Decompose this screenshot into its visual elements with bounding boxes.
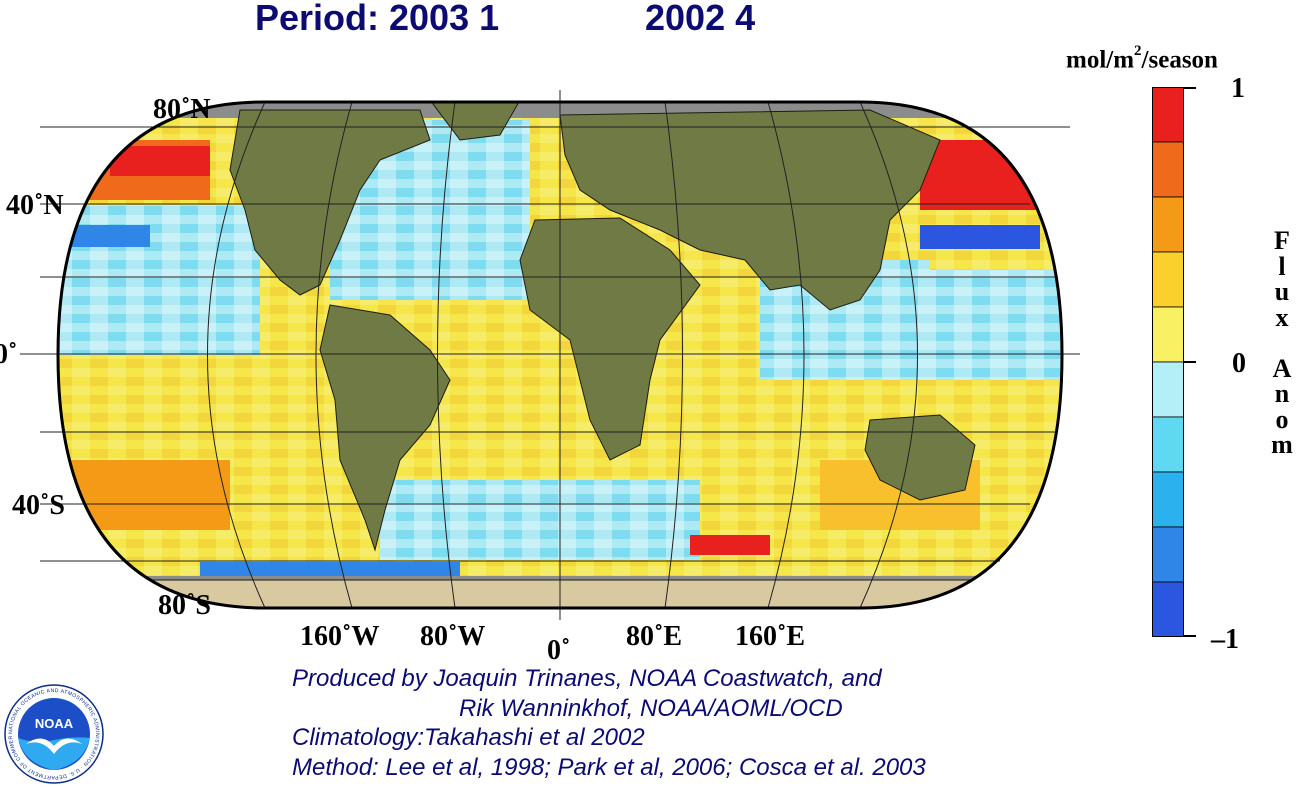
- north-america: [229, 109, 431, 296]
- colorbar-title-letter: A: [1272, 353, 1292, 383]
- cold-band-southern-ocean: [200, 562, 460, 576]
- colorbar-mid-label: 0: [1232, 348, 1246, 379]
- period-label: Period: 2003 1: [255, 0, 500, 38]
- colorbar-swatch: [1152, 196, 1184, 253]
- colorbar-swatch: [1152, 526, 1184, 583]
- credits-line-1: Produced by Joaquin Trinanes, NOAA Coast…: [292, 665, 882, 692]
- units-suffix: /season: [1141, 46, 1218, 74]
- colorbar-title-letter: o: [1275, 404, 1289, 434]
- colorbar-ticks: [1184, 87, 1196, 637]
- colorbar-title-letter: x: [1275, 302, 1289, 332]
- colorbar-title-letter: l: [1278, 251, 1286, 281]
- south-america: [319, 304, 451, 552]
- lon-label-80w: 80˚W: [420, 621, 486, 652]
- flux-anomaly-map: [20, 90, 1080, 620]
- eurasia: [559, 109, 941, 311]
- colorbar-swatch: [1152, 141, 1184, 198]
- cool-band-east-pacific: [930, 270, 1062, 380]
- noaa-logo-text: NOAA: [35, 716, 74, 731]
- lat-label-equator: 0˚: [0, 339, 18, 370]
- cold-band-north-pacific-east: [920, 225, 1040, 249]
- cool-band-southern: [380, 480, 700, 560]
- lat-label-80n: 80˚N: [153, 94, 211, 125]
- units-superscript: 2: [1134, 43, 1142, 59]
- credits-line-3: Climatology:Takahashi et al 2002: [292, 724, 645, 751]
- colorbar-swatch: [1152, 581, 1184, 637]
- colorbar-swatches: [1152, 87, 1184, 637]
- credits-line-2: Rik Wanninkhof, NOAA/AOML/OCD: [459, 694, 843, 722]
- colorbar-title-letter: m: [1271, 430, 1293, 459]
- credits-line-4: Method: Lee et al, 1998; Park et al, 200…: [292, 753, 926, 781]
- credits-block: Produced by Joaquin Trinanes, NOAA Coast…: [292, 664, 1072, 782]
- cold-band-north-pacific-west: [70, 225, 150, 247]
- hot-spot-south-atlantic: [690, 535, 770, 555]
- lon-label-0: 0˚: [547, 635, 571, 666]
- colorbar: [1152, 87, 1184, 637]
- map-title: Period: 2003 1 2002 4: [0, 0, 1020, 44]
- hot-spot-nw-pacific-core: [110, 146, 210, 176]
- colorbar-swatch: [1152, 87, 1184, 143]
- colorbar-min-label: –1: [1211, 624, 1239, 655]
- lon-label-160e: 160˚E: [735, 621, 805, 652]
- colorbar-max-label: 1: [1231, 73, 1245, 104]
- australia: [864, 414, 976, 501]
- colorbar-swatch: [1152, 251, 1184, 308]
- graticule: [20, 90, 1080, 620]
- colorbar-units: mol/m2/season: [1066, 43, 1218, 74]
- lat-label-80s: 80˚S: [158, 590, 211, 621]
- lon-label-160w: 160˚W: [300, 621, 380, 652]
- colorbar-swatch: [1152, 416, 1184, 473]
- colorbar-swatch: [1152, 306, 1184, 363]
- lat-label-40s: 40˚S: [12, 490, 65, 521]
- hot-spot-ne-pacific: [920, 140, 1040, 210]
- noaa-seagull: [26, 738, 82, 754]
- lon-label-80e: 80˚E: [626, 621, 682, 652]
- africa: [519, 217, 701, 461]
- colorbar-swatch: [1152, 361, 1184, 418]
- hot-band-southern-ocean-west: [60, 460, 230, 530]
- noaa-logo: NOAA NATIONAL OCEANIC AND ATMOSPHERIC AD…: [4, 684, 104, 784]
- units-prefix: mol/m: [1066, 46, 1135, 74]
- colorbar-swatch: [1152, 471, 1184, 528]
- period-compare: 2002 4: [645, 0, 756, 38]
- colorbar-title-letter: n: [1274, 379, 1290, 408]
- colorbar-title-letter: u: [1274, 277, 1290, 306]
- colorbar-title-letter: F: [1274, 226, 1290, 255]
- lat-label-40n: 40˚N: [6, 190, 64, 221]
